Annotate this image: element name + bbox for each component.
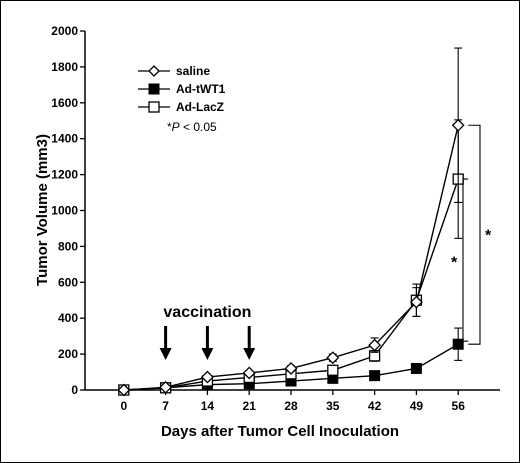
x-tick-label: 14: [201, 399, 215, 413]
vaccination-arrow-head: [201, 348, 214, 360]
x-tick-label: 21: [243, 399, 257, 413]
data-point: [451, 118, 465, 132]
y-axis-label: Tumor Volume (mm3): [34, 134, 51, 286]
data-point: [242, 366, 256, 380]
x-tick-label: 56: [452, 399, 466, 413]
vaccination-annotation: vaccination: [159, 304, 256, 360]
series-group: [117, 47, 465, 397]
x-tick-label: 49: [410, 399, 424, 413]
significance-note-p: P: [172, 120, 180, 134]
x-tick-label: 0: [120, 399, 127, 413]
data-point: [284, 362, 298, 375]
legend: saline Ad-tWT1 Ad-LacZ *P < 0.05: [138, 64, 226, 134]
y-tick-label: 2000: [51, 24, 78, 38]
legend-label-ad-twt1: Ad-tWT1: [176, 82, 226, 96]
data-point: [327, 364, 339, 376]
significance-brackets: **: [451, 124, 492, 345]
series-ad-lacz: [118, 119, 464, 396]
y-tick-label: 0: [71, 383, 78, 397]
vaccination-arrow-head: [243, 348, 256, 360]
y-axis-ticks: 0 200 400 600 800 1000 1200 1400 1600 1800 2000: [51, 24, 85, 397]
legend-marker-ad-lacz: [148, 101, 160, 113]
x-tick-label: 7: [162, 399, 169, 413]
y-tick-label: 1800: [51, 60, 78, 74]
y-tick-label: 1400: [51, 132, 78, 146]
bracket-ad-lacz-vs-ad-twt1: [462, 178, 469, 342]
vaccination-arrow-head: [159, 348, 172, 360]
significance-note: *P < 0.05: [167, 120, 217, 134]
data-point: [452, 338, 464, 350]
y-tick-label: 800: [58, 239, 78, 253]
y-tick-label: 600: [58, 275, 78, 289]
data-point: [200, 370, 214, 384]
data-point: [410, 362, 422, 374]
y-tick-label: 1000: [51, 204, 78, 218]
data-point: [369, 370, 381, 382]
series-ad-twt1: [118, 327, 464, 396]
x-tick-label: 42: [368, 399, 382, 413]
significance-note-rest: < 0.05: [180, 120, 217, 134]
y-tick-label: 400: [58, 311, 78, 325]
series-line-saline: [123, 125, 459, 391]
y-tick-label: 200: [58, 347, 78, 361]
y-tick-label: 1600: [51, 96, 78, 110]
data-point: [326, 351, 340, 365]
x-tick-label: 35: [326, 399, 340, 413]
legend-marker-saline: [148, 65, 160, 77]
legend-marker-ad-twt1: [148, 83, 160, 95]
x-axis-ticks: 0 7 14 21 28 35 42 49 56: [120, 390, 465, 413]
vaccination-label: vaccination: [163, 304, 251, 321]
y-tick-label: 1200: [51, 168, 78, 182]
bracket-saline-vs-ad-twt1: [468, 124, 481, 345]
data-point: [159, 380, 173, 394]
significance-star-inner: *: [451, 255, 458, 272]
significance-star-outer: *: [485, 228, 492, 245]
data-point: [409, 295, 423, 309]
legend-label-saline: saline: [176, 64, 210, 78]
x-tick-label: 28: [284, 399, 298, 413]
x-axis-label: Days after Tumor Cell Inoculation: [161, 423, 399, 440]
series-line-ad-lacz: [123, 178, 459, 391]
data-point: [117, 383, 131, 397]
data-point: [368, 338, 382, 352]
series-saline: [117, 47, 465, 397]
legend-label-ad-lacz: Ad-LacZ: [176, 100, 224, 114]
significance-note-prefix: *: [167, 120, 172, 134]
